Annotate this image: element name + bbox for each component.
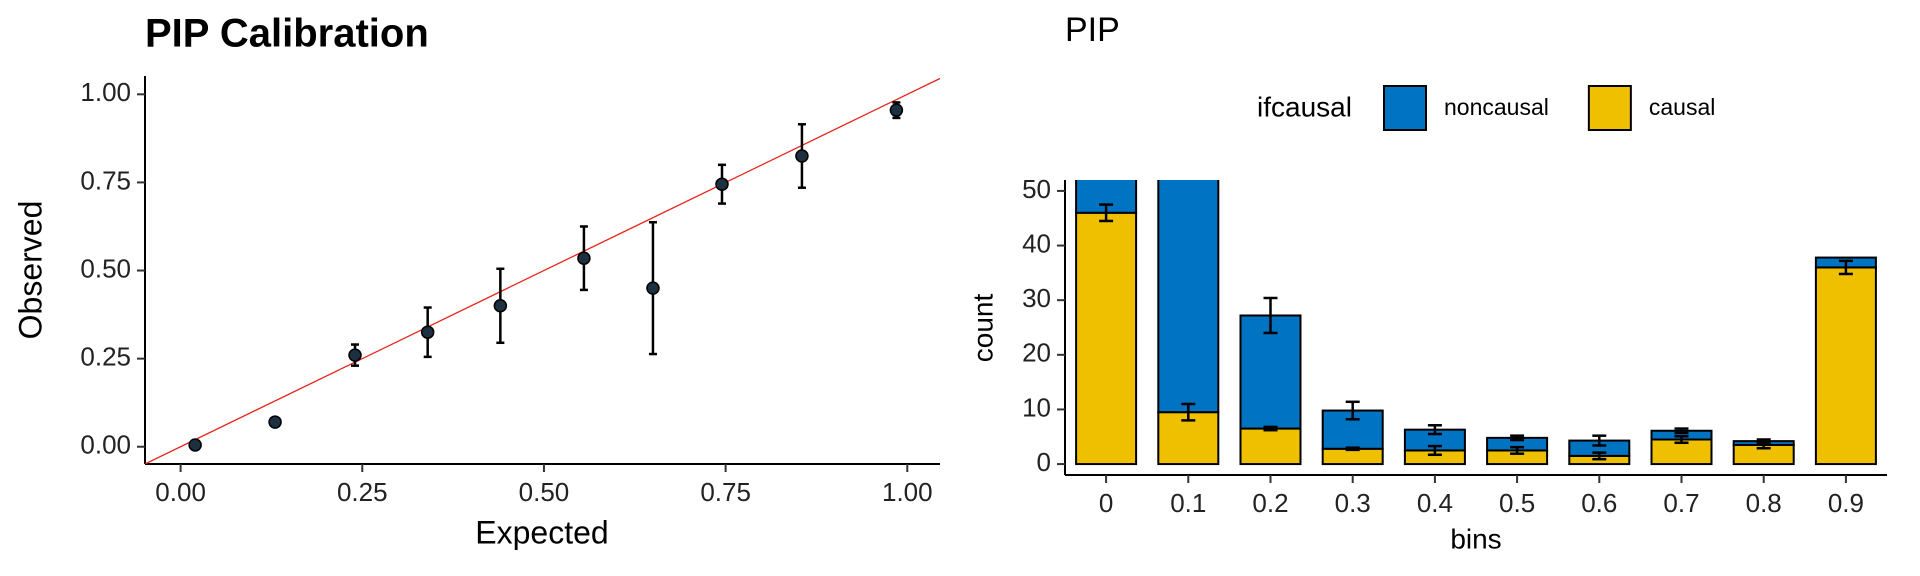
x-tick-label: 0.9 xyxy=(1828,488,1864,518)
x-tick-label: 0 xyxy=(1099,488,1113,518)
error-bar xyxy=(1263,296,1278,335)
point xyxy=(348,348,362,362)
y-tick-label: 30 xyxy=(1022,283,1051,313)
point xyxy=(188,438,202,452)
x-tick-label: 0.5 xyxy=(1499,488,1535,518)
legend-label: causal xyxy=(1649,94,1715,120)
x-tick-label: 0.75 xyxy=(700,477,751,507)
point xyxy=(420,325,435,339)
x-tick-label: 0.4 xyxy=(1417,488,1453,518)
point xyxy=(795,149,809,163)
x-tick-label: 0.2 xyxy=(1252,488,1288,518)
point xyxy=(493,299,508,313)
reference-line xyxy=(145,77,940,464)
error-bar xyxy=(1345,400,1360,421)
bar-segment xyxy=(1239,314,1302,430)
y-tick-label: 0.25 xyxy=(80,342,131,372)
bar-segment xyxy=(1075,211,1138,466)
error-bar xyxy=(1345,446,1360,452)
y-tick-label: 20 xyxy=(1022,338,1051,368)
x-tick-label: 0.7 xyxy=(1663,488,1699,518)
legend-swatch xyxy=(1587,85,1632,131)
y-tick-label: 1.00 xyxy=(80,77,131,107)
error-bar xyxy=(1427,444,1442,457)
x-tick-label: 0.50 xyxy=(519,477,570,507)
legend-title: ifcausal xyxy=(1257,91,1352,122)
plot-area xyxy=(1075,180,1877,466)
error-bar xyxy=(1838,259,1853,276)
x-axis-title: Expected xyxy=(475,514,608,550)
error-bar xyxy=(1181,402,1196,422)
y-axis-title: Observed xyxy=(12,201,48,340)
x-tick-label: 0.6 xyxy=(1581,488,1617,518)
bar-segment xyxy=(1239,427,1302,466)
x-tick-label: 1.00 xyxy=(882,477,933,507)
error-bar xyxy=(1099,203,1114,223)
bar-segment xyxy=(1157,180,1220,414)
error-bar xyxy=(1510,434,1525,442)
x-tick-label: 0.3 xyxy=(1335,488,1371,518)
error-bar xyxy=(1674,427,1689,435)
chart-title: PIP xyxy=(1065,11,1120,49)
legend-swatch xyxy=(1383,85,1427,131)
error-bar xyxy=(1263,425,1278,432)
error-bar xyxy=(1592,434,1607,447)
error-bar xyxy=(1427,424,1442,436)
error-bars xyxy=(1099,203,1853,461)
y-tick-label: 0.00 xyxy=(80,430,131,460)
y-axis-title: count xyxy=(967,294,998,363)
y-tick-label: 0 xyxy=(1037,447,1051,477)
point xyxy=(889,103,904,117)
y-tick-label: 50 xyxy=(1022,174,1051,204)
point xyxy=(715,177,729,191)
x-tick-label: 0.25 xyxy=(337,477,388,507)
point xyxy=(646,281,660,295)
y-tick-label: 0.75 xyxy=(80,165,131,195)
plot-area xyxy=(145,77,940,464)
chart-title: PIP Calibration xyxy=(145,12,429,56)
error-bar xyxy=(1592,451,1607,461)
x-tick-label: 0.1 xyxy=(1170,488,1206,518)
bar-segment xyxy=(1814,266,1877,466)
point xyxy=(268,415,282,429)
legend-label: noncausal xyxy=(1444,94,1549,120)
x-tick-label: 0.00 xyxy=(155,477,206,507)
x-axis-title: bins xyxy=(1450,523,1501,554)
error-bar xyxy=(1756,438,1771,445)
x-tick-label: 0.8 xyxy=(1746,488,1782,518)
point xyxy=(577,251,591,265)
y-tick-label: 10 xyxy=(1022,392,1051,422)
y-tick-label: 40 xyxy=(1022,228,1051,258)
error-bar xyxy=(1510,445,1525,455)
y-tick-label: 0.50 xyxy=(80,253,131,283)
error-bar xyxy=(1674,434,1689,445)
